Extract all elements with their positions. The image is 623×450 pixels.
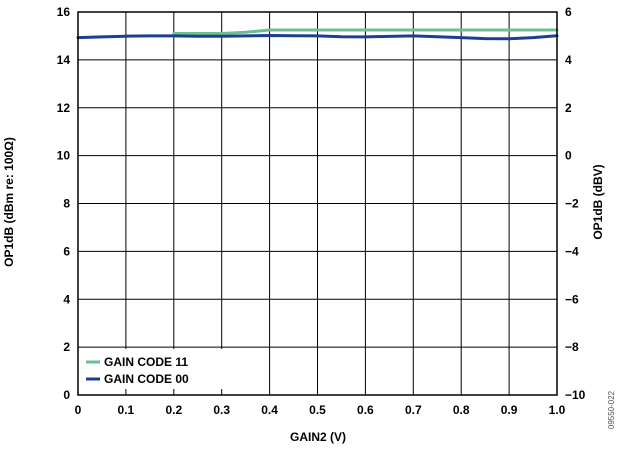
figure-id: 09550-022 — [607, 390, 616, 429]
x-tick-label: 0.6 — [357, 403, 374, 417]
y-axis-label: OP1dB (dBm re: 100Ω) — [2, 137, 16, 267]
x-axis-label: GAIN2 (V) — [290, 430, 346, 444]
legend-background — [80, 349, 232, 389]
x-tick-label: 0.7 — [405, 403, 422, 417]
y2-tick-label: 4 — [565, 53, 572, 67]
y-tick-label: 10 — [57, 149, 71, 163]
x-tick-label: 0 — [75, 403, 82, 417]
y2-tick-label: −10 — [565, 388, 586, 402]
x-tick-labels: 0 0.1 0.2 0.3 0.4 0.5 0.6 0.7 0.8 0.9 1.0 — [75, 403, 566, 417]
y2-tick-label: 2 — [565, 101, 572, 115]
grid — [78, 12, 557, 395]
y2-tick-label: 6 — [565, 5, 572, 19]
x-tick-label: 0.1 — [118, 403, 135, 417]
y2-axis-label: OP1dB (dBV) — [591, 164, 605, 239]
y-tick-label: 8 — [63, 197, 70, 211]
legend-label-gain-code-11: GAIN CODE 11 — [104, 355, 188, 369]
x-tick-label: 0.9 — [501, 403, 518, 417]
y2-tick-label: −6 — [565, 292, 579, 306]
legend: GAIN CODE 11 GAIN CODE 00 — [80, 349, 232, 389]
y2-tick-labels: −10 −8 −6 −4 −2 0 2 4 6 — [565, 5, 586, 402]
y2-tick-label: −4 — [565, 244, 579, 258]
y-tick-label: 12 — [57, 101, 71, 115]
legend-label-gain-code-00: GAIN CODE 00 — [104, 372, 189, 386]
y-tick-label: 0 — [63, 388, 70, 402]
x-tick-label: 0.5 — [309, 403, 326, 417]
y-tick-label: 4 — [63, 292, 70, 306]
series-lines — [76, 28, 559, 41]
y-tick-label: 16 — [57, 5, 71, 19]
y-tick-label: 14 — [57, 53, 71, 67]
x-tick-label: 1.0 — [549, 403, 566, 417]
x-tick-label: 0.8 — [453, 403, 470, 417]
series-line-gain-code-11 — [172, 28, 559, 35]
x-tick-label: 0.4 — [261, 403, 278, 417]
y2-tick-label: −8 — [565, 340, 579, 354]
y2-tick-label: 0 — [565, 149, 572, 163]
y-tick-label: 2 — [63, 340, 70, 354]
x-tick-label: 0.3 — [213, 403, 230, 417]
y2-tick-label: −2 — [565, 197, 579, 211]
plot-frame — [77, 11, 558, 396]
y-tick-labels: 0 2 4 6 8 10 12 14 16 — [57, 5, 71, 402]
y-tick-label: 6 — [63, 244, 70, 258]
series-line-gain-code-00 — [76, 34, 559, 41]
x-tick-label: 0.2 — [165, 403, 182, 417]
